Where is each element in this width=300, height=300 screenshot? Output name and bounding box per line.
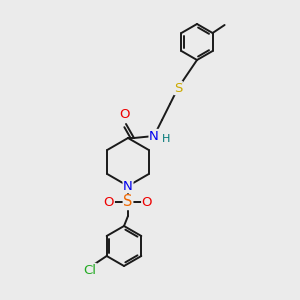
Text: H: H <box>162 134 170 144</box>
Text: S: S <box>174 82 182 94</box>
Text: O: O <box>142 196 152 208</box>
Text: Cl: Cl <box>83 263 96 277</box>
Text: O: O <box>104 196 114 208</box>
Text: N: N <box>149 130 159 142</box>
Text: O: O <box>119 109 129 122</box>
Text: N: N <box>123 179 133 193</box>
Text: S: S <box>123 194 133 209</box>
